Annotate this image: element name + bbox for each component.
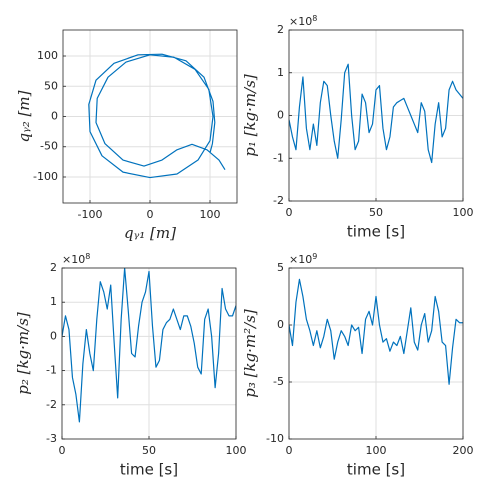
x-tick-label: 0	[286, 206, 293, 219]
y-tick-label: -100	[33, 170, 58, 183]
exponent-power: 9	[312, 252, 317, 261]
x-tick-label: 100	[200, 208, 221, 221]
subplot: 0 50 100 -2 -1 0 1 2 ×108 time [s] p₁ [kg·m/s]	[241, 14, 474, 241]
exponent-base: ×10	[289, 253, 312, 266]
y-tick-label: -3	[46, 432, 57, 445]
axes-frame	[62, 29, 238, 204]
x-tick-label: 100	[226, 444, 247, 457]
exponent-base: ×10	[289, 15, 312, 28]
y-tick-label: 0	[50, 329, 57, 342]
exponent-base: ×10	[62, 253, 85, 266]
subplot: 0 50 100 -3 -2 -1 0 1 2 ×108 time [s] p₂ [kg·m/s]	[14, 252, 247, 479]
x-tick-label: 0	[59, 444, 66, 457]
y-tick-label: -50	[40, 140, 58, 153]
subplot: 0 100 200 -10 -5 0 5 ×109 time [s] p₃ [kg·m²/s]	[241, 252, 474, 479]
x-axis-label: qᵧ₁ [m]	[124, 224, 176, 242]
y-axis-label: p₂ [kg·m/s]	[14, 312, 32, 395]
y-tick-label: -1	[46, 364, 57, 377]
x-tick-label: 0	[286, 444, 293, 457]
y-tick-label: 0	[51, 110, 58, 123]
y-tick-label: 1	[277, 66, 284, 79]
axes-frame	[288, 267, 464, 440]
x-axis-label: time [s]	[120, 461, 178, 479]
y-tick-label: 2	[50, 261, 57, 274]
exponent-power: 8	[312, 14, 317, 23]
y-tick-label: -2	[46, 398, 57, 411]
y-tick-label: -1	[273, 151, 284, 164]
data-line	[289, 278, 463, 385]
x-tick-label: 50	[369, 206, 383, 219]
x-tick-label: -100	[78, 208, 103, 221]
y-tick-label: 1	[50, 295, 57, 308]
x-tick-label: 50	[142, 444, 156, 457]
x-axis-label: time [s]	[347, 461, 405, 479]
y-axis-label: qᵧ₂ [m]	[15, 90, 33, 142]
axes-frame	[61, 267, 237, 440]
y-tick-label: 50	[44, 79, 58, 92]
x-tick-label: 100	[366, 444, 387, 457]
y-tick-label: 2	[277, 23, 284, 36]
y-tick-label: 100	[37, 49, 58, 62]
y-exponent: ×109	[289, 252, 317, 267]
x-tick-label: 200	[453, 444, 474, 457]
y-axis-label: p₃ [kg·m²/s]	[241, 309, 259, 398]
x-axis-label: time [s]	[347, 223, 405, 241]
axes-frame	[288, 29, 464, 202]
y-tick-label: 5	[277, 261, 284, 274]
y-tick-label: -10	[266, 432, 284, 445]
y-exponent: ×108	[289, 14, 317, 29]
x-tick-label: 100	[453, 206, 474, 219]
exponent-power: 8	[85, 252, 90, 261]
data-line	[289, 63, 463, 164]
y-axis-label: p₁ [kg·m/s]	[241, 74, 259, 157]
y-tick-label: -5	[273, 375, 284, 388]
x-tick-label: 0	[147, 208, 154, 221]
y-exponent: ×108	[62, 252, 90, 267]
y-tick-label: 0	[277, 318, 284, 331]
y-tick-label: 0	[277, 109, 284, 122]
data-line	[88, 53, 226, 179]
subplot: -100 0 100 -100 -50 0 50 100 qᵧ₁ [m] qᵧ₂ [m]	[15, 29, 238, 242]
data-line	[62, 268, 236, 423]
y-tick-label: -2	[273, 194, 284, 207]
